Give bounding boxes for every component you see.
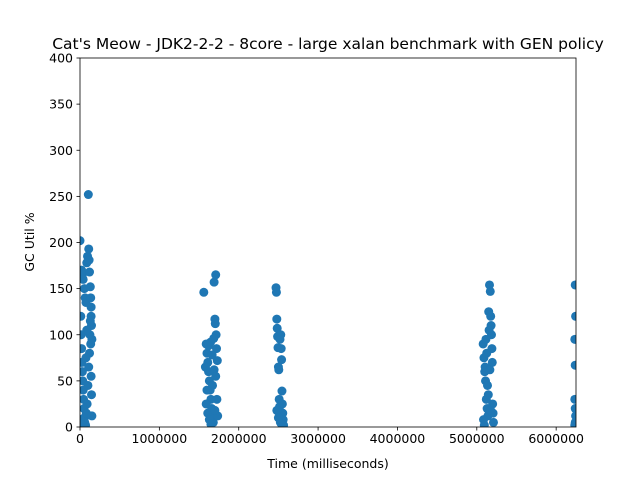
data-point (210, 405, 220, 415)
data-point (484, 325, 494, 335)
y-tick-label: 50 (57, 373, 73, 388)
data-points (80, 190, 576, 427)
plot-frame (79, 57, 577, 428)
data-point (272, 405, 282, 415)
data-point (277, 355, 287, 365)
data-point (570, 404, 576, 414)
data-point (483, 380, 493, 390)
x-tick-label: 2000000 (211, 431, 267, 446)
x-axis-label: Time (milliseconds) (266, 456, 388, 471)
data-point (212, 394, 222, 404)
data-point (82, 399, 92, 409)
y-tick-label: 400 (49, 51, 73, 66)
chart-title: Cat's Meow - JDK2-2-2 - 8core - large xa… (52, 35, 604, 53)
data-point (81, 353, 91, 363)
data-point (277, 386, 287, 396)
data-point (212, 344, 221, 354)
data-point (275, 334, 285, 344)
data-point (84, 362, 94, 372)
x-axis-ticks: 0 1000000 2000000 3000000 4000000 5000000 6000… (76, 427, 584, 446)
data-point (84, 255, 94, 265)
data-point (87, 411, 97, 421)
data-point (87, 390, 97, 400)
data-point (210, 319, 220, 329)
data-point (570, 280, 576, 290)
data-point (481, 334, 491, 344)
y-tick-label: 250 (49, 189, 73, 204)
data-point (485, 365, 495, 375)
x-tick-label: 4000000 (370, 431, 426, 446)
data-point (483, 390, 493, 400)
y-tick-label: 350 (49, 97, 73, 112)
data-point (84, 244, 94, 254)
data-point (277, 399, 287, 409)
data-point (211, 270, 221, 280)
y-tick-label: 0 (65, 420, 73, 435)
data-point (485, 286, 495, 296)
data-point (488, 417, 498, 427)
data-point (571, 311, 576, 321)
data-point (83, 190, 93, 200)
data-point (85, 282, 95, 292)
data-point (209, 277, 219, 287)
x-tick-label: 1000000 (132, 431, 188, 446)
data-point (80, 236, 85, 246)
data-point (86, 293, 96, 303)
data-point (86, 302, 96, 312)
data-point (206, 419, 216, 427)
y-tick-label: 200 (49, 235, 73, 250)
data-point (85, 267, 95, 277)
data-point (482, 348, 492, 358)
data-point (80, 344, 87, 354)
x-tick-label: 6000000 (528, 431, 584, 446)
data-point (199, 287, 209, 297)
data-point (272, 314, 282, 324)
y-axis-ticks: 0 50 100 150 200 250 300 350 400 (49, 51, 80, 435)
data-point (82, 325, 92, 335)
data-point (202, 385, 212, 395)
data-point (486, 405, 496, 415)
data-point (80, 274, 88, 284)
data-point (276, 344, 286, 354)
x-tick-label: 3000000 (290, 431, 346, 446)
data-point (274, 365, 284, 375)
data-point (487, 357, 497, 367)
data-point (83, 380, 93, 390)
data-point (486, 311, 496, 321)
y-tick-label: 150 (49, 281, 73, 296)
data-point (201, 399, 211, 409)
data-point (211, 371, 221, 381)
data-point (86, 371, 96, 381)
data-point (570, 360, 576, 370)
data-point (80, 419, 86, 427)
data-point (570, 420, 576, 427)
data-point (200, 362, 210, 372)
data-point (207, 350, 217, 360)
data-point (86, 339, 96, 349)
data-point (209, 333, 219, 343)
data-point (570, 394, 576, 404)
data-point (570, 334, 576, 344)
x-tick-label: 5000000 (449, 431, 505, 446)
y-tick-label: 100 (49, 327, 73, 342)
y-tick-label: 300 (49, 143, 73, 158)
data-point (277, 419, 287, 427)
data-point (271, 287, 281, 297)
x-tick-label: 0 (76, 431, 84, 446)
data-point (80, 311, 86, 321)
data-point (479, 420, 489, 427)
data-point (85, 316, 95, 326)
y-axis-label: GC Util % (22, 212, 37, 271)
